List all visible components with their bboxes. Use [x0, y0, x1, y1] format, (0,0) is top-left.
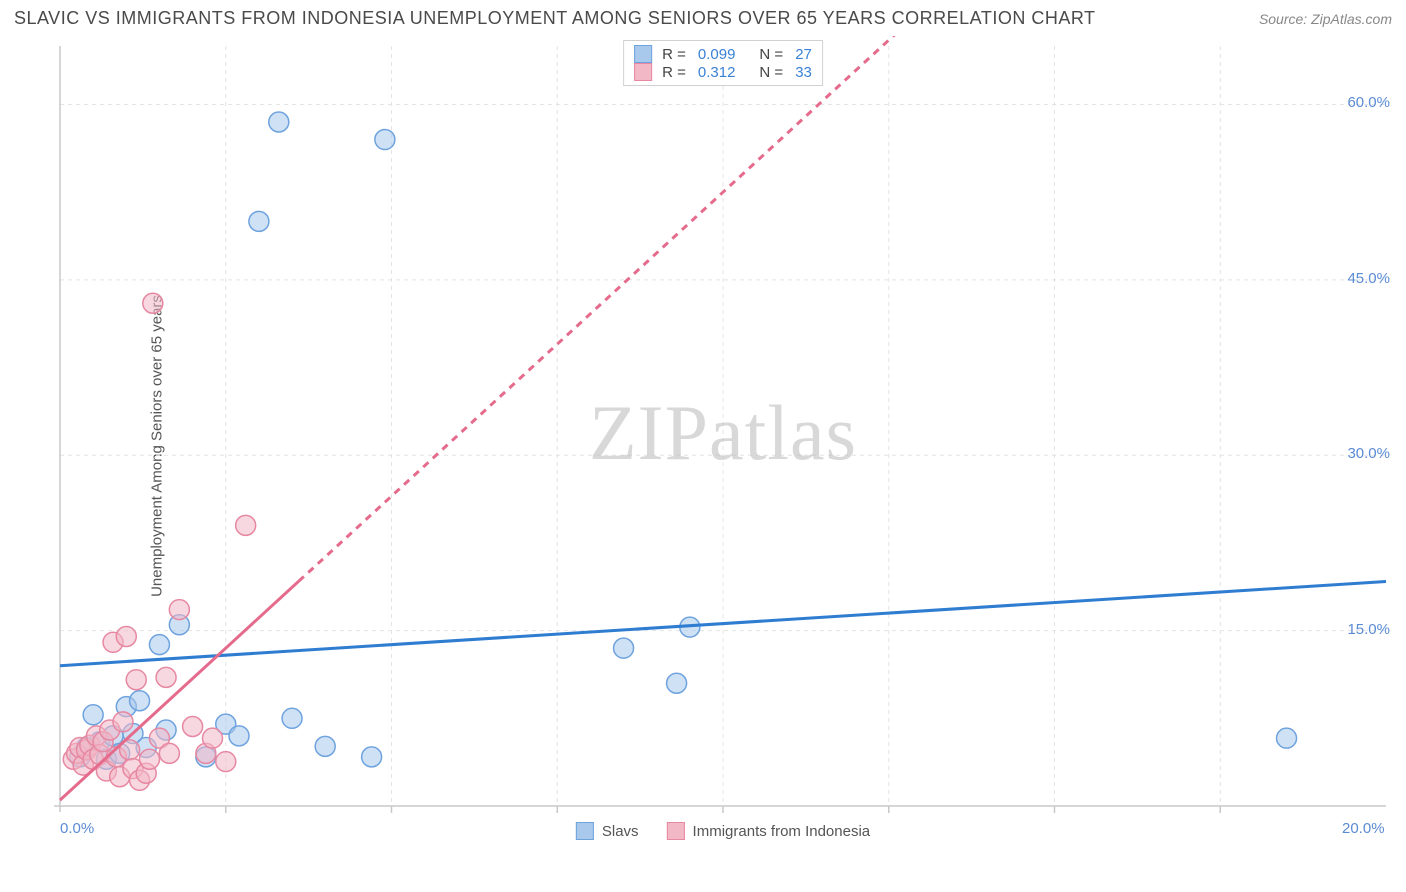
- y-tick-label: 60.0%: [1347, 94, 1390, 111]
- r-label: R =: [662, 46, 686, 63]
- x-tick-label: 20.0%: [1342, 820, 1385, 837]
- n-label: N =: [759, 64, 783, 81]
- legend-swatch: [576, 822, 594, 840]
- r-value: 0.312: [698, 64, 736, 81]
- stats-legend: R = 0.099 N = 27 R = 0.312 N = 33: [623, 40, 823, 86]
- r-label: R =: [662, 64, 686, 81]
- legend-label: Slavs: [602, 823, 639, 840]
- y-tick-label: 30.0%: [1347, 445, 1390, 462]
- scatter-plot: [50, 36, 1396, 848]
- n-value: 27: [795, 46, 812, 63]
- y-tick-label: 15.0%: [1347, 621, 1390, 638]
- legend-swatch: [667, 822, 685, 840]
- chart-title: SLAVIC VS IMMIGRANTS FROM INDONESIA UNEM…: [14, 8, 1096, 29]
- legend-swatch: [634, 45, 652, 63]
- stats-legend-row: R = 0.099 N = 27: [634, 45, 812, 63]
- legend-item: Slavs: [576, 822, 639, 840]
- legend-label: Immigrants from Indonesia: [693, 823, 871, 840]
- series-legend: Slavs Immigrants from Indonesia: [576, 822, 870, 840]
- stats-legend-row: R = 0.312 N = 33: [634, 63, 812, 81]
- header-row: SLAVIC VS IMMIGRANTS FROM INDONESIA UNEM…: [14, 8, 1392, 29]
- n-value: 33: [795, 64, 812, 81]
- r-value: 0.099: [698, 46, 736, 63]
- legend-swatch: [634, 63, 652, 81]
- x-tick-label: 0.0%: [60, 820, 94, 837]
- y-tick-label: 45.0%: [1347, 270, 1390, 287]
- legend-item: Immigrants from Indonesia: [667, 822, 871, 840]
- n-label: N =: [759, 46, 783, 63]
- chart-area: ZIPatlas R =0.099N =27R =0.312N =33 Slav…: [50, 36, 1396, 848]
- source-label: Source: ZipAtlas.com: [1259, 11, 1392, 27]
